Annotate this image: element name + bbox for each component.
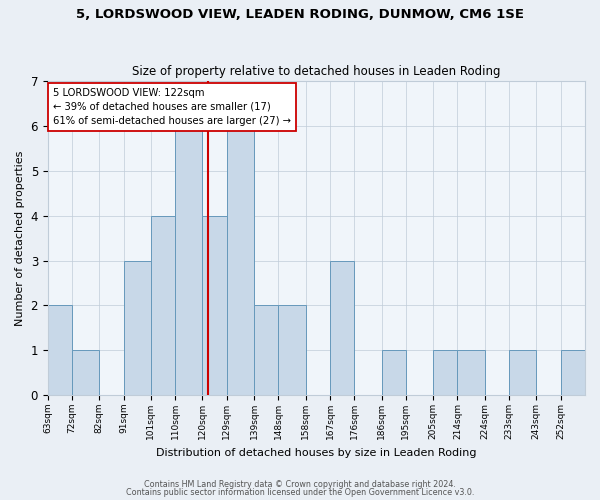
Text: Contains public sector information licensed under the Open Government Licence v3: Contains public sector information licen… — [126, 488, 474, 497]
Y-axis label: Number of detached properties: Number of detached properties — [15, 150, 25, 326]
Bar — [227, 126, 254, 395]
X-axis label: Distribution of detached houses by size in Leaden Roding: Distribution of detached houses by size … — [156, 448, 476, 458]
Bar — [124, 260, 151, 395]
Bar — [202, 216, 227, 395]
Bar — [382, 350, 406, 395]
Text: Contains HM Land Registry data © Crown copyright and database right 2024.: Contains HM Land Registry data © Crown c… — [144, 480, 456, 489]
Text: 5, LORDSWOOD VIEW, LEADEN RODING, DUNMOW, CM6 1SE: 5, LORDSWOOD VIEW, LEADEN RODING, DUNMOW… — [76, 8, 524, 20]
Bar — [254, 306, 278, 395]
Bar — [457, 350, 485, 395]
Bar — [48, 306, 72, 395]
Bar — [330, 260, 355, 395]
Bar — [278, 306, 305, 395]
Title: Size of property relative to detached houses in Leaden Roding: Size of property relative to detached ho… — [132, 66, 500, 78]
Bar — [151, 216, 175, 395]
Bar — [509, 350, 536, 395]
Bar — [72, 350, 100, 395]
Text: 5 LORDSWOOD VIEW: 122sqm
← 39% of detached houses are smaller (17)
61% of semi-d: 5 LORDSWOOD VIEW: 122sqm ← 39% of detach… — [53, 88, 291, 126]
Bar — [175, 126, 202, 395]
Bar — [433, 350, 457, 395]
Bar — [560, 350, 585, 395]
